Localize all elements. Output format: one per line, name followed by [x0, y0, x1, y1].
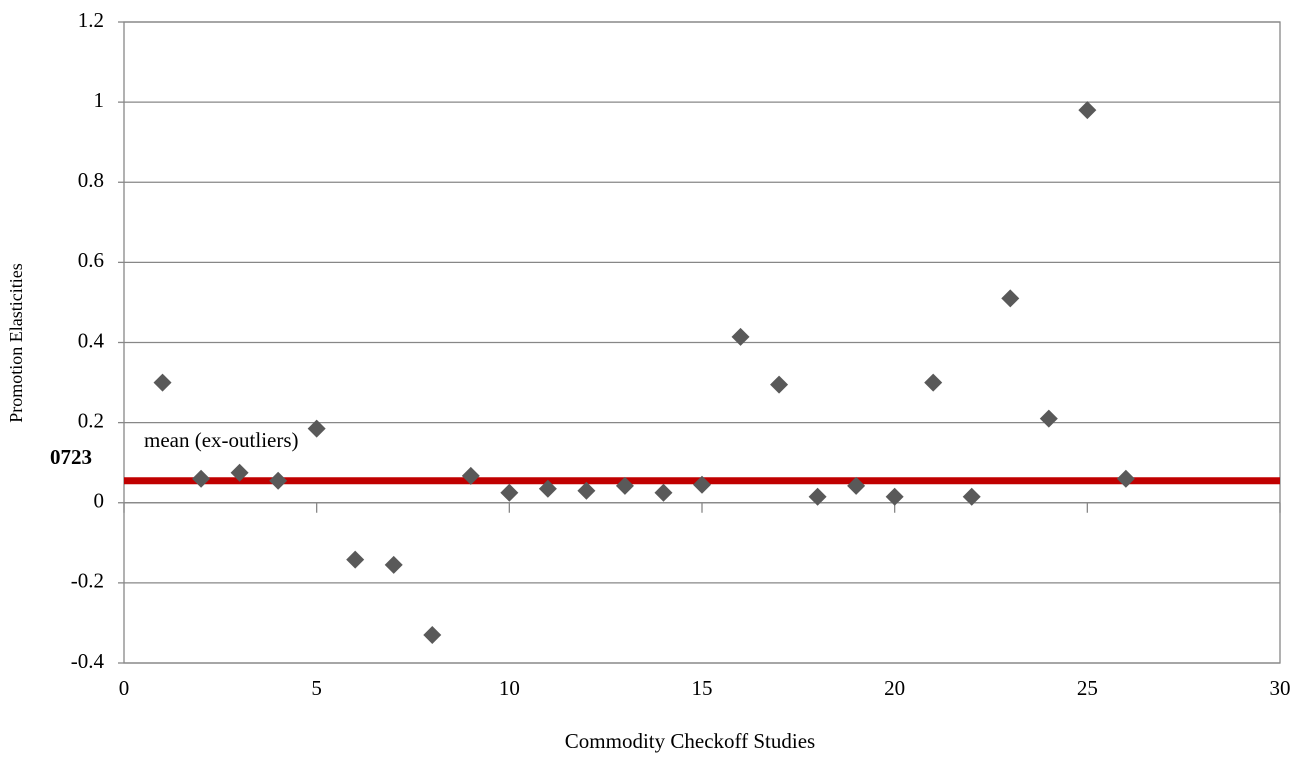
x-tick-label: 30: [1270, 676, 1291, 700]
point: [1078, 101, 1097, 120]
point: [615, 476, 634, 495]
point: [538, 479, 557, 498]
x-tick-label: 5: [311, 676, 322, 700]
point: [924, 373, 943, 392]
point: [1039, 409, 1058, 428]
mean-label: mean (ex-outliers): [144, 428, 299, 452]
y-tick-label: 0.4: [78, 328, 105, 352]
point: [1116, 469, 1135, 488]
y-tick-label: -0.4: [71, 649, 105, 673]
point: [885, 487, 904, 506]
point: [423, 625, 442, 644]
point: [1001, 289, 1020, 308]
x-tick-label: 15: [692, 676, 713, 700]
point: [577, 481, 596, 500]
point: [192, 469, 211, 488]
y-tick-label: 0.8: [78, 168, 104, 192]
annotation: 0723: [50, 445, 92, 469]
point: [461, 466, 480, 485]
x-tick-label: 10: [499, 676, 520, 700]
point: [962, 487, 981, 506]
x-tick-label: 25: [1077, 676, 1098, 700]
point: [269, 471, 288, 490]
y-tick-label: 0: [94, 489, 105, 513]
point: [847, 476, 866, 495]
point: [808, 487, 827, 506]
y-tick-label: 0.2: [78, 408, 104, 432]
point: [384, 555, 403, 574]
y-tick-label: 1: [94, 88, 105, 112]
point: [500, 483, 519, 502]
x-tick-label: 20: [884, 676, 905, 700]
y-tick-label: -0.2: [71, 569, 104, 593]
point: [346, 550, 365, 569]
point: [230, 463, 249, 482]
point: [153, 373, 172, 392]
point: [307, 419, 326, 438]
y-axis-title: Promotion Elasticities: [6, 263, 26, 423]
point: [654, 483, 673, 502]
point: [770, 375, 789, 394]
point: [731, 327, 750, 346]
x-axis-title: Commodity Checkoff Studies: [565, 729, 815, 753]
y-tick-label: 1.2: [78, 8, 104, 32]
y-tick-label: 0.6: [78, 248, 104, 272]
x-tick-label: 0: [119, 676, 130, 700]
point: [693, 475, 711, 494]
plot-border: [123, 21, 1281, 664]
